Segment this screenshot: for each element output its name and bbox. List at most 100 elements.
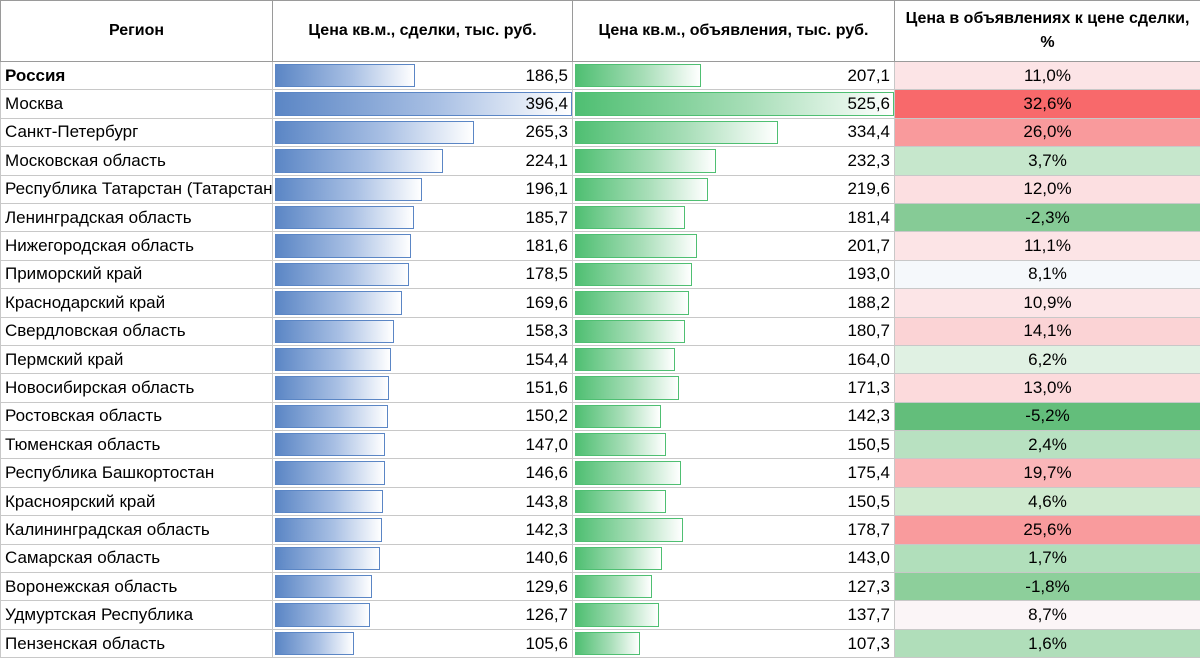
ad-price-cell: 178,7 bbox=[573, 516, 895, 544]
ad-price-bar bbox=[575, 178, 708, 201]
ad-price-value: 201,7 bbox=[847, 236, 894, 255]
deal-price-cell: 146,6 bbox=[273, 459, 573, 487]
deal-price-value: 169,6 bbox=[525, 293, 572, 312]
deal-price-value: 396,4 bbox=[525, 94, 572, 113]
ad-price-cell: 175,4 bbox=[573, 459, 895, 487]
table-row: Республика Татарстан (Татарстан)196,1 219… bbox=[1, 175, 1200, 203]
deal-price-bar bbox=[275, 575, 372, 598]
ad-price-bar bbox=[575, 64, 701, 87]
ad-price-cell: 171,3 bbox=[573, 374, 895, 402]
ad-price-bar bbox=[575, 263, 692, 286]
ad-price-bar bbox=[575, 433, 666, 456]
ad-price-value: 207,1 bbox=[847, 66, 894, 85]
ad-to-deal-percent-cell: 13,0% bbox=[895, 374, 1200, 402]
ad-price-cell: 207,1 bbox=[573, 62, 895, 90]
ad-price-value: 232,3 bbox=[847, 151, 894, 170]
ad-price-cell: 150,5 bbox=[573, 487, 895, 515]
deal-price-value: 150,2 bbox=[525, 406, 572, 425]
deal-price-value: 154,4 bbox=[525, 350, 572, 369]
deal-price-bar bbox=[275, 518, 382, 541]
ad-to-deal-percent-cell: 3,7% bbox=[895, 147, 1200, 175]
region-cell: Московская область bbox=[1, 147, 273, 175]
ad-price-cell: 188,2 bbox=[573, 289, 895, 317]
deal-price-value: 185,7 bbox=[525, 208, 572, 227]
deal-price-bar bbox=[275, 547, 380, 570]
region-cell: Краснодарский край bbox=[1, 289, 273, 317]
region-cell: Санкт-Петербург bbox=[1, 118, 273, 146]
ad-to-deal-percent-cell: -2,3% bbox=[895, 203, 1200, 231]
deal-price-bar bbox=[275, 320, 394, 343]
ad-price-bar bbox=[575, 518, 683, 541]
region-cell: Москва bbox=[1, 90, 273, 118]
ad-to-deal-percent-cell: -5,2% bbox=[895, 402, 1200, 430]
ad-price-cell: 127,3 bbox=[573, 573, 895, 601]
deal-price-value: 140,6 bbox=[525, 548, 572, 567]
ad-to-deal-percent-cell: 11,0% bbox=[895, 62, 1200, 90]
ad-price-bar bbox=[575, 547, 662, 570]
deal-price-cell: 126,7 bbox=[273, 601, 573, 629]
deal-price-value: 158,3 bbox=[525, 321, 572, 340]
ad-to-deal-percent-cell: 25,6% bbox=[895, 516, 1200, 544]
deal-price-value: 146,6 bbox=[525, 463, 572, 482]
region-cell: Ленинградская область bbox=[1, 203, 273, 231]
deal-price-bar bbox=[275, 64, 415, 87]
ad-to-deal-percent-cell: 1,6% bbox=[895, 629, 1200, 657]
ad-price-bar bbox=[575, 234, 697, 257]
deal-price-cell: 265,3 bbox=[273, 118, 573, 146]
ad-price-cell: 180,7 bbox=[573, 317, 895, 345]
deal-price-bar bbox=[275, 490, 383, 513]
deal-price-cell: 186,5 bbox=[273, 62, 573, 90]
ad-to-deal-percent-cell: -1,8% bbox=[895, 573, 1200, 601]
deal-price-cell: 147,0 bbox=[273, 431, 573, 459]
region-cell: Республика Татарстан (Татарстан) bbox=[1, 175, 273, 203]
deal-price-cell: 196,1 bbox=[273, 175, 573, 203]
ad-to-deal-percent-cell: 8,7% bbox=[895, 601, 1200, 629]
ad-price-bar bbox=[575, 121, 778, 144]
ad-to-deal-percent-cell: 6,2% bbox=[895, 345, 1200, 373]
ad-price-bar bbox=[575, 461, 681, 484]
ad-price-value: 164,0 bbox=[847, 350, 894, 369]
region-cell: Калининградская область bbox=[1, 516, 273, 544]
region-cell: Свердловская область bbox=[1, 317, 273, 345]
deal-price-bar bbox=[275, 348, 391, 371]
header-deal-price: Цена кв.м., сделки, тыс. руб. bbox=[273, 1, 573, 62]
ad-price-bar bbox=[575, 320, 685, 343]
deal-price-bar bbox=[275, 178, 422, 201]
region-cell: Пермский край bbox=[1, 345, 273, 373]
ad-price-cell: 334,4 bbox=[573, 118, 895, 146]
deal-price-bar bbox=[275, 291, 402, 314]
ad-price-value: 219,6 bbox=[847, 179, 894, 198]
deal-price-value: 181,6 bbox=[525, 236, 572, 255]
deal-price-cell: 154,4 bbox=[273, 345, 573, 373]
ad-price-cell: 164,0 bbox=[573, 345, 895, 373]
header-ad-to-deal-percent: Цена в объявлениях к цене сделки, % bbox=[895, 1, 1200, 62]
ad-price-value: 188,2 bbox=[847, 293, 894, 312]
ad-price-cell: 201,7 bbox=[573, 232, 895, 260]
deal-price-bar bbox=[275, 149, 443, 172]
deal-price-bar bbox=[275, 376, 389, 399]
deal-price-cell: 142,3 bbox=[273, 516, 573, 544]
deal-price-value: 147,0 bbox=[525, 435, 572, 454]
deal-price-value: 265,3 bbox=[525, 122, 572, 141]
region-cell: Удмуртская Республика bbox=[1, 601, 273, 629]
deal-price-value: 178,5 bbox=[525, 264, 572, 283]
deal-price-cell: 151,6 bbox=[273, 374, 573, 402]
ad-price-value: 107,3 bbox=[847, 634, 894, 653]
ad-price-bar bbox=[575, 632, 640, 655]
region-cell: Приморский край bbox=[1, 260, 273, 288]
region-cell: Россия bbox=[1, 62, 273, 90]
ad-price-cell: 181,4 bbox=[573, 203, 895, 231]
ad-price-bar bbox=[575, 149, 716, 172]
deal-price-cell: 178,5 bbox=[273, 260, 573, 288]
